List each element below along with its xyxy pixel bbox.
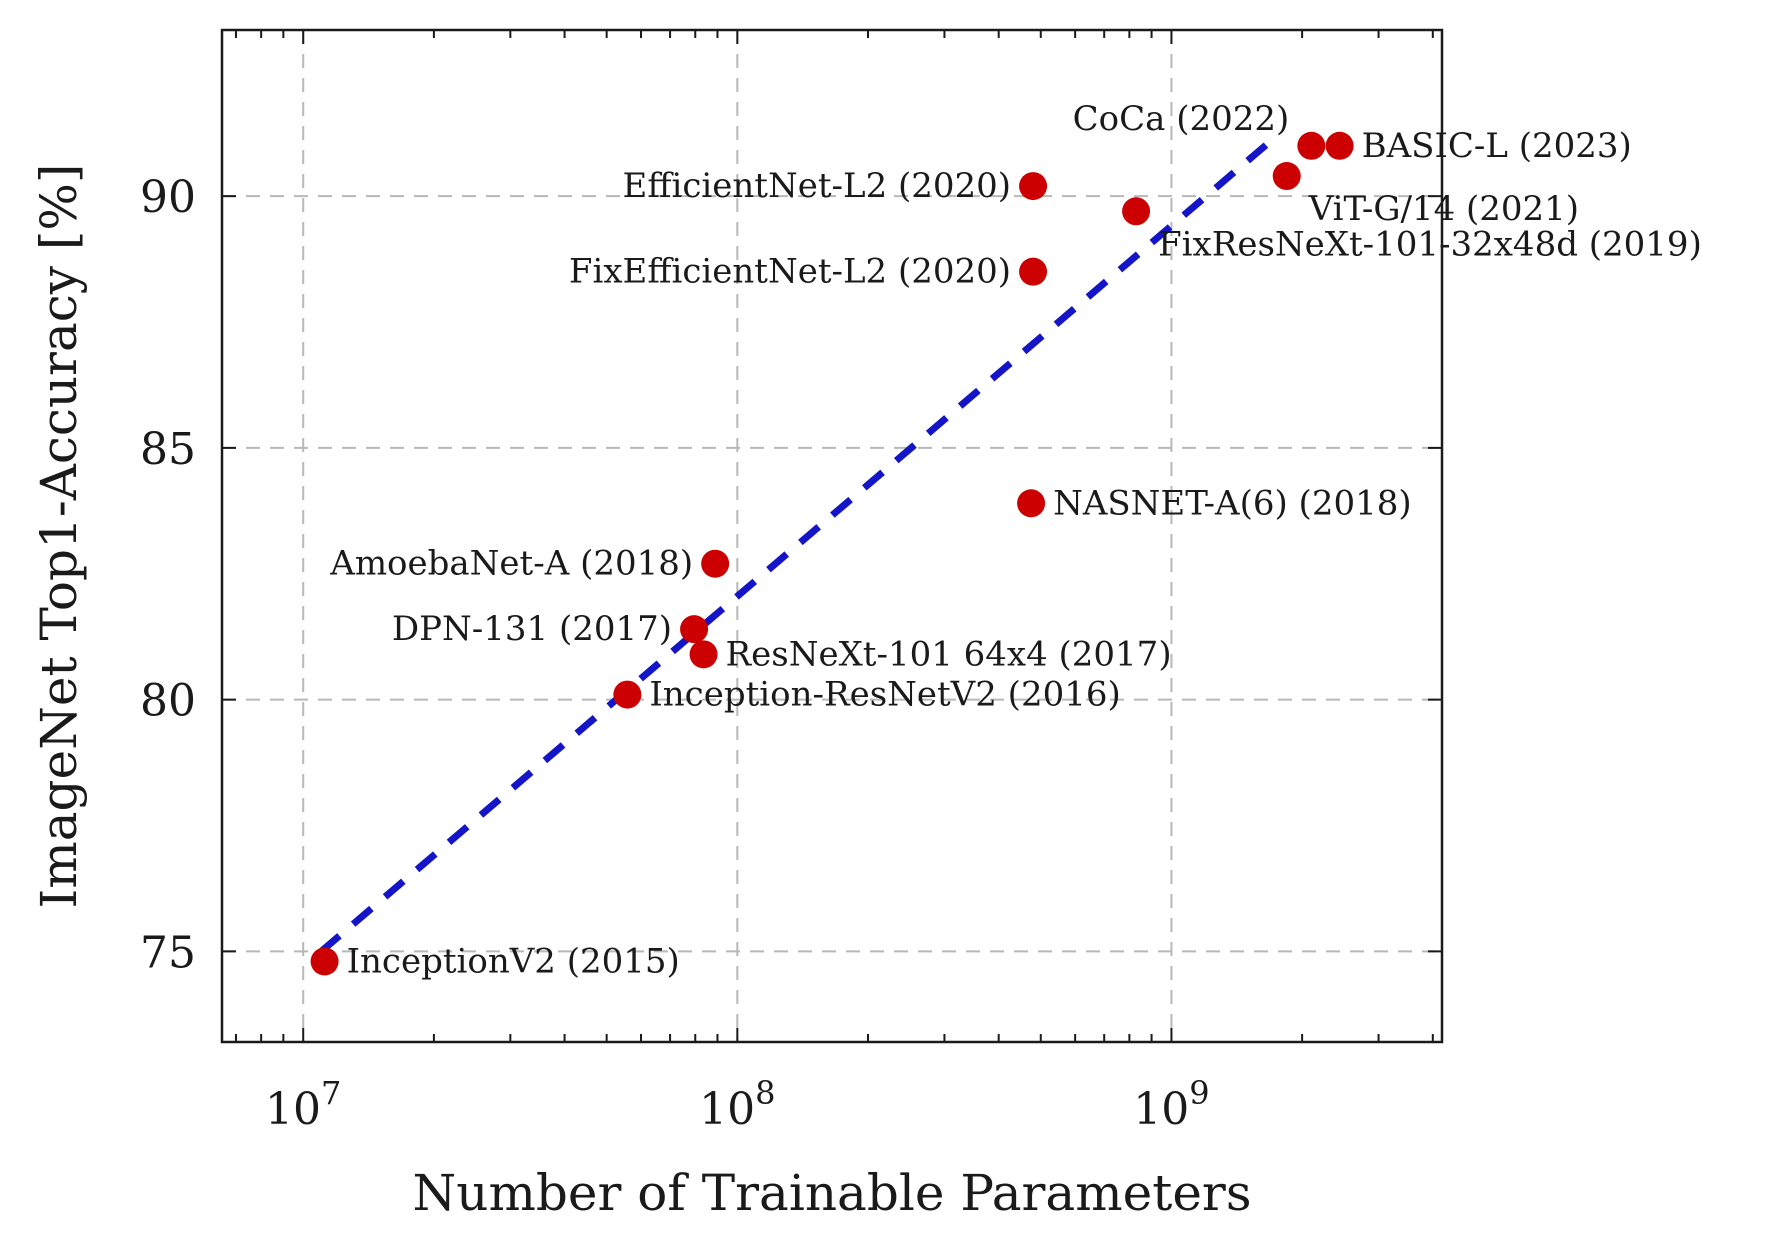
- x-tick-labels: 107 108 109: [265, 1074, 1210, 1135]
- x-tick-exponent: 9: [1189, 1074, 1209, 1112]
- data-points: [310, 131, 1354, 976]
- data-point-label: ViT-G/14 (2021): [1308, 189, 1579, 229]
- data-point-label: BASIC-L (2023): [1362, 126, 1632, 166]
- x-tick-exponent: 8: [755, 1074, 775, 1112]
- data-point: [310, 947, 339, 976]
- data-point-label: DPN-131 (2017): [392, 609, 672, 649]
- x-axis-label: Number of Trainable Parameters: [413, 1164, 1252, 1222]
- x-tick-label: 107: [265, 1074, 341, 1135]
- x-tick-base: 10: [265, 1084, 321, 1135]
- y-tick-labels: 75 80 85 90: [140, 172, 196, 978]
- data-point: [680, 615, 709, 644]
- data-point-label: Inception-ResNetV2 (2016): [649, 675, 1120, 715]
- plot-frame: [220, 28, 1444, 1044]
- axis-ticks: [222, 30, 1442, 1042]
- y-tick-label: 85: [140, 424, 196, 475]
- data-point: [613, 680, 642, 709]
- y-tick-label: 90: [140, 172, 196, 223]
- data-point: [1297, 131, 1326, 160]
- data-point: [1122, 197, 1151, 226]
- data-point: [1019, 172, 1048, 201]
- x-tick-base: 10: [699, 1084, 755, 1135]
- data-point: [1019, 257, 1048, 286]
- y-axis-label: ImageNet Top1-Accuracy [%]: [30, 164, 88, 909]
- data-point-label: NASNET-A(6) (2018): [1053, 483, 1412, 523]
- data-point: [689, 640, 718, 669]
- x-tick-base: 10: [1133, 1084, 1189, 1135]
- data-point: [1325, 131, 1354, 160]
- data-point-label: FixResNeXt-101-32x48d (2019): [1158, 224, 1702, 264]
- data-point-label: AmoebaNet-A (2018): [329, 544, 693, 584]
- point-labels: InceptionV2 (2015) Inception-ResNetV2 (20…: [329, 99, 1702, 982]
- grid-lines: [222, 30, 1442, 1042]
- x-tick-label: 109: [1133, 1074, 1209, 1135]
- data-point-label: FixEfficientNet-L2 (2020): [569, 252, 1011, 292]
- data-point: [1272, 162, 1301, 191]
- data-point: [1017, 489, 1046, 518]
- y-tick-label: 75: [140, 927, 196, 978]
- data-point-label: ResNeXt-101 64x4 (2017): [726, 634, 1172, 674]
- data-point: [701, 549, 730, 578]
- data-point-label: CoCa (2022): [1073, 99, 1290, 139]
- x-tick-exponent: 7: [321, 1074, 341, 1112]
- x-tick-label: 108: [699, 1074, 775, 1135]
- y-tick-label: 80: [140, 676, 196, 727]
- data-point-label: EfficientNet-L2 (2020): [623, 166, 1012, 206]
- data-point-label: InceptionV2 (2015): [347, 941, 680, 981]
